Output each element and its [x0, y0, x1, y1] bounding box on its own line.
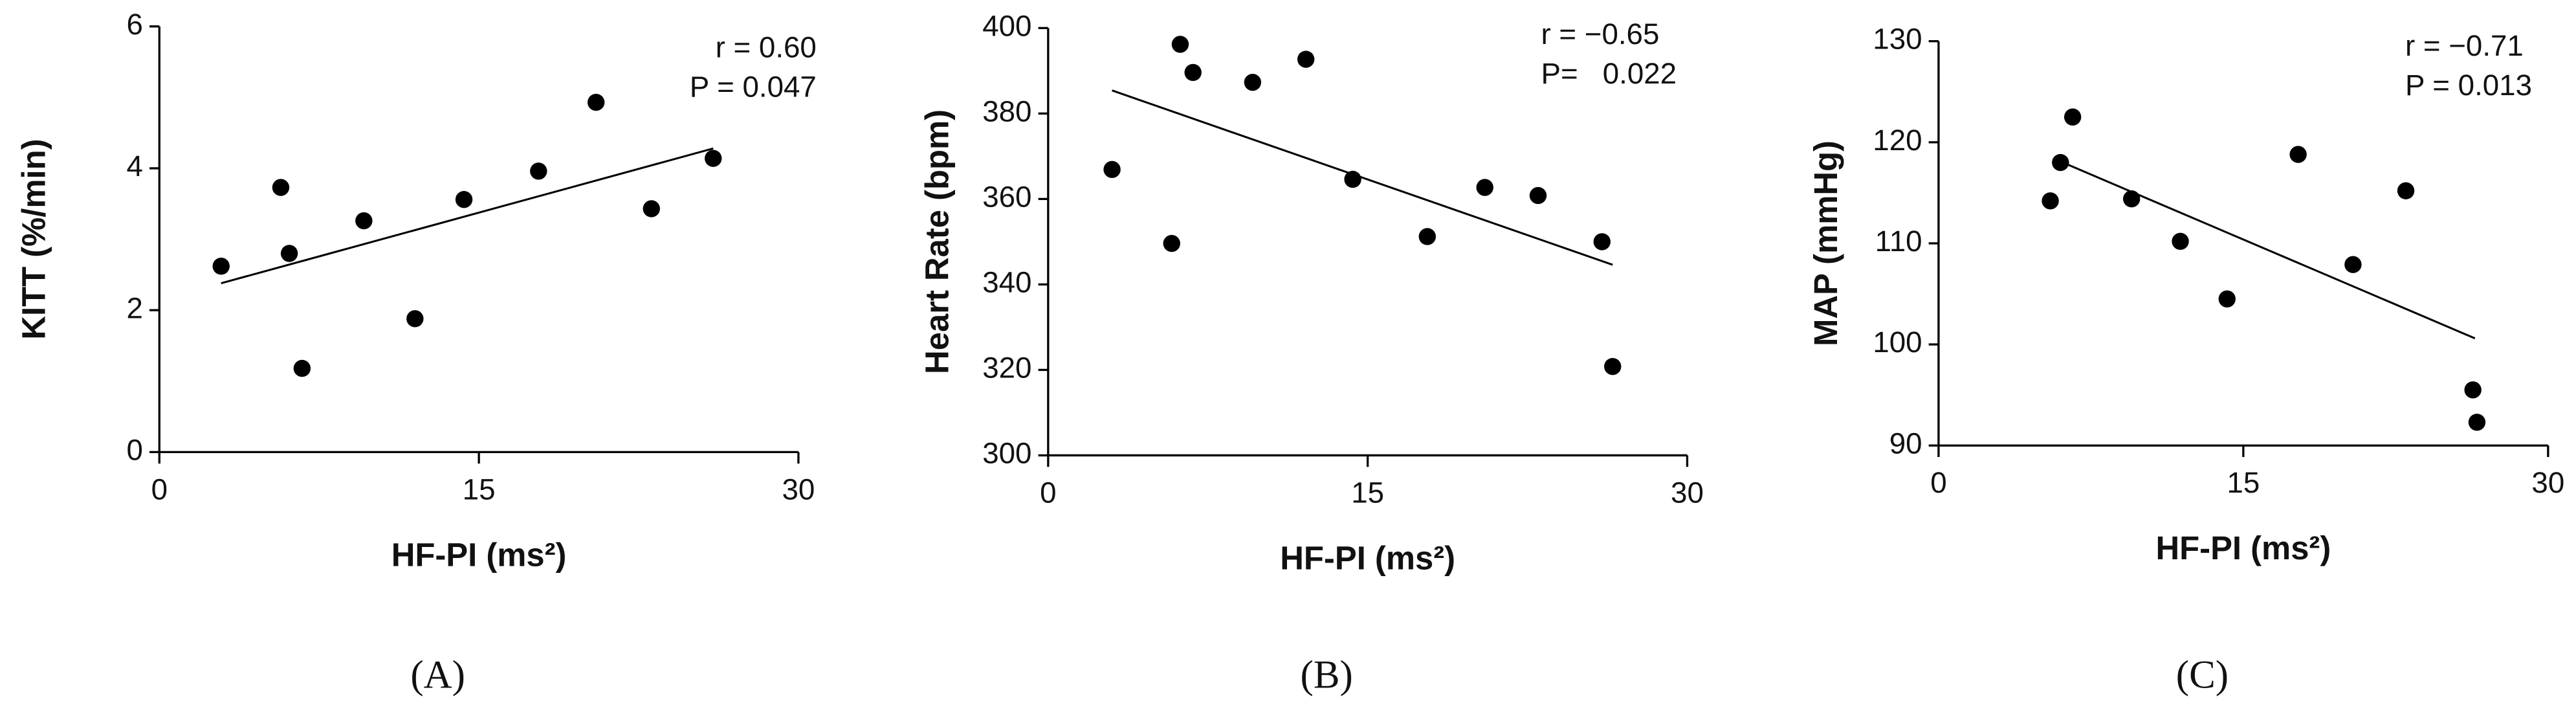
data-point: [2289, 146, 2307, 163]
data-point: [280, 245, 298, 262]
data-point: [2064, 108, 2082, 126]
y-tick-label: 6: [126, 8, 142, 41]
data-point: [1418, 228, 1437, 245]
data-point: [530, 162, 547, 180]
fit-line: [1112, 89, 1613, 266]
data-point: [1184, 63, 1202, 82]
panel-label: (A): [410, 654, 465, 697]
scatter-panel: 90 100 110 120 130 0 15 30 MAP (mmHg) HF-PI (ms²)…: [1807, 23, 2564, 697]
annotation: r = −0.71: [2405, 29, 2524, 62]
data-point: [2344, 256, 2362, 273]
data-point: [1244, 73, 1262, 91]
y-tick-label: 120: [1873, 124, 1922, 157]
data-point: [643, 200, 660, 218]
data-point: [212, 258, 230, 275]
data-point: [2464, 381, 2482, 399]
y-tick-label: 100: [1873, 326, 1922, 359]
x-tick-label: 15: [1351, 476, 1384, 509]
scatter-panel: 0 2 4 6 0 15 30 KITT (%/min) HF-PI (ms²) r = 0.60…: [15, 8, 817, 697]
panel-label: (C): [2176, 654, 2229, 697]
y-tick-label: 400: [982, 9, 1031, 42]
data-point: [705, 150, 722, 167]
y-axis-title: Heart Rate (bpm): [919, 109, 956, 374]
data-point: [2468, 414, 2486, 431]
data-point: [293, 359, 311, 377]
data-point: [1103, 161, 1121, 179]
y-tick-label: 90: [1889, 427, 1922, 460]
data-point: [455, 191, 473, 208]
annotation: P= 0.022: [1541, 57, 1677, 90]
data-point: [1604, 357, 1622, 375]
panel-label: (B): [1301, 654, 1353, 697]
data-point: [1297, 50, 1315, 68]
data-point: [1344, 170, 1361, 188]
y-tick-label: 110: [1875, 225, 1922, 258]
data-point: [2052, 153, 2069, 172]
annotation: P = 0.013: [2405, 69, 2532, 102]
fit-line: [221, 147, 714, 285]
y-axis-title: MAP (mmHg): [1807, 140, 1844, 346]
data-point: [1593, 233, 1611, 251]
data-point: [406, 310, 424, 328]
y-axis-title: KITT (%/min): [15, 139, 52, 339]
data-point: [355, 212, 373, 230]
x-tick-label: 30: [782, 473, 815, 506]
data-point: [272, 179, 290, 196]
y-tick-label: 320: [982, 351, 1031, 385]
annotation: r = 0.60: [716, 30, 817, 63]
x-axis-title: HF-PI (ms²): [391, 536, 567, 573]
y-tick-label: 380: [982, 95, 1031, 128]
y-tick-label: 2: [126, 291, 142, 324]
data-point: [1171, 36, 1189, 53]
data-point: [2397, 182, 2415, 199]
y-tick-label: 4: [126, 150, 142, 183]
x-tick-label: 0: [151, 473, 168, 506]
annotation: r = −0.65: [1541, 17, 1659, 50]
data-point: [2042, 192, 2059, 210]
annotation: P = 0.047: [690, 70, 817, 103]
data-point: [1163, 234, 1180, 252]
data-point: [2122, 190, 2141, 208]
data-point: [587, 93, 605, 111]
scatter-panel: 300 320 340 360 380 400 0 15 30 Heart Rate (bpm) H…: [919, 9, 1704, 697]
x-tick-label: 0: [1930, 466, 1946, 499]
x-tick-label: 15: [2227, 466, 2260, 499]
x-axis-title: HF-PI (ms²): [1280, 539, 1455, 576]
x-tick-label: 15: [463, 473, 496, 506]
y-tick-label: 340: [982, 265, 1031, 298]
data-point: [2172, 232, 2189, 251]
y-tick-label: 300: [982, 437, 1031, 470]
data-point: [1529, 186, 1547, 205]
y-tick-label: 360: [982, 180, 1031, 213]
x-axis-title: HF-PI (ms²): [2156, 530, 2331, 566]
x-tick-label: 30: [2531, 466, 2564, 499]
x-tick-label: 0: [1040, 476, 1056, 509]
x-tick-label: 30: [1671, 476, 1704, 509]
y-tick-label: 0: [126, 433, 142, 466]
y-tick-label: 130: [1873, 23, 1922, 56]
data-point: [2218, 290, 2236, 308]
data-point: [1476, 179, 1493, 196]
